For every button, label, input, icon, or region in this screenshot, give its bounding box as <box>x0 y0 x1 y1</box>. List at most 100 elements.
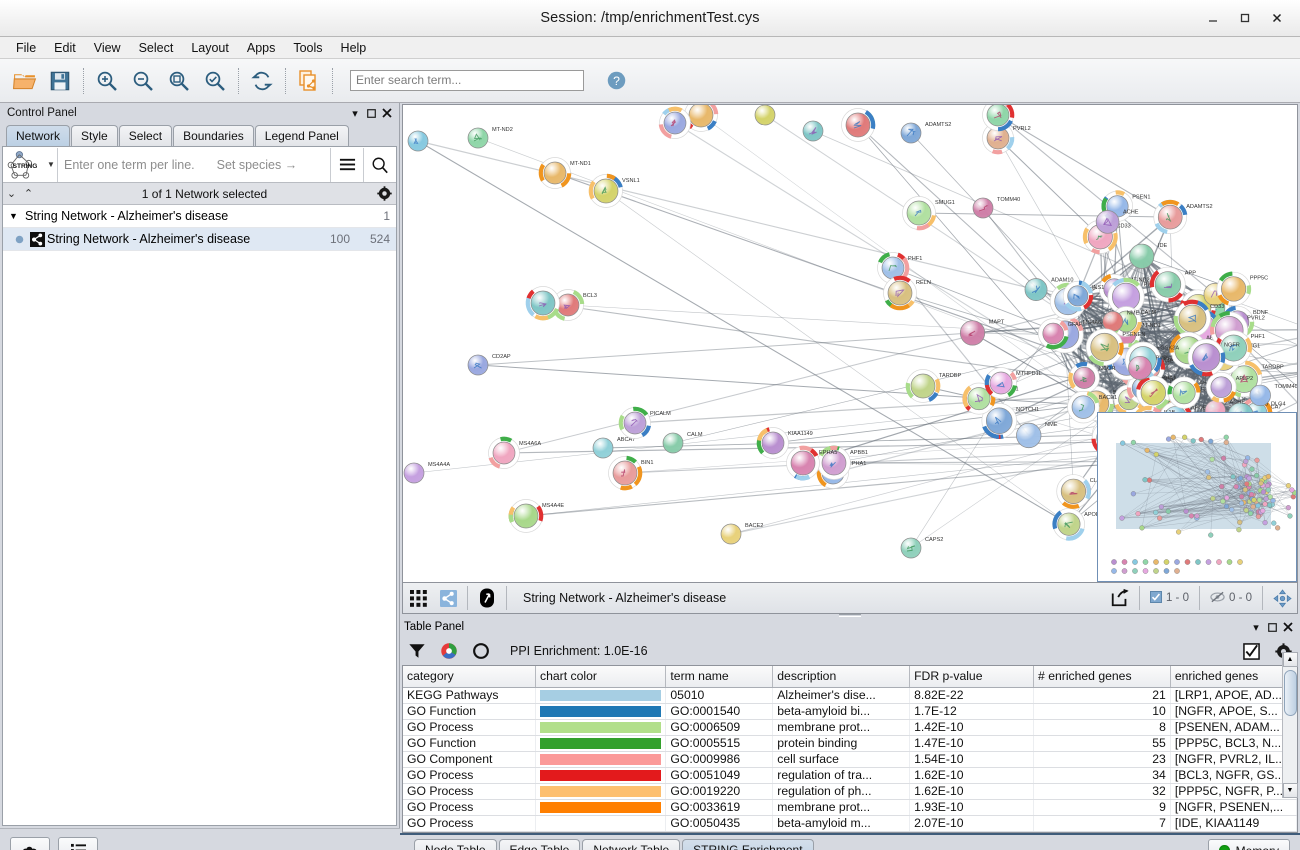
network-node[interactable]: BCL3 <box>552 289 598 321</box>
node-circle[interactable] <box>403 462 425 484</box>
table-row[interactable]: GO Process GO:0033619 membrane prot... 1.93… <box>403 799 1297 816</box>
tab-boundaries[interactable]: Boundaries <box>173 125 254 146</box>
search-input[interactable]: Enter search term... <box>350 70 584 91</box>
menu-file[interactable]: File <box>16 40 37 55</box>
network-node[interactable]: PICALM <box>618 406 672 439</box>
node-circle[interactable] <box>688 105 714 128</box>
maximize-button[interactable] <box>1230 5 1260 31</box>
table-row[interactable]: GO Process GO:0051049 regulation of tra...… <box>403 767 1297 784</box>
zoom-fit-selected-icon[interactable] <box>161 64 197 98</box>
node-circle[interactable] <box>1157 204 1183 230</box>
network-node[interactable]: ACHE <box>1095 209 1139 234</box>
network-tree-child-row[interactable]: String Network - Alzheimer's disease 100… <box>3 228 396 251</box>
menu-view[interactable]: View <box>93 40 121 55</box>
tab-network[interactable]: Network <box>6 125 71 146</box>
enrichment-table-area[interactable]: category chart color term name descripti… <box>402 665 1298 833</box>
network-node[interactable] <box>658 106 691 139</box>
birds-eye-view[interactable] <box>1097 412 1297 582</box>
node-circle[interactable] <box>887 280 913 306</box>
scroll-thumb[interactable] <box>1283 670 1297 716</box>
menu-layout[interactable]: Layout <box>191 40 229 55</box>
col-description[interactable]: description <box>772 666 911 688</box>
network-node[interactable]: NCOR <box>1068 361 1115 394</box>
network-node[interactable]: APBB1 <box>817 445 869 480</box>
node-circle[interactable] <box>754 105 776 126</box>
string-term-input[interactable]: Enter one term per line. Set species → <box>57 147 330 182</box>
pie-chart-icon[interactable] <box>438 639 460 663</box>
tab-select[interactable]: Select <box>118 125 173 146</box>
node-circle[interactable] <box>543 161 567 185</box>
node-circle[interactable] <box>761 431 785 455</box>
network-node[interactable]: APLP2 <box>1206 371 1253 403</box>
fit-content-icon[interactable] <box>1267 583 1297 613</box>
chevron-down-icon[interactable]: ▼ <box>47 160 55 169</box>
node-circle[interactable] <box>720 523 742 545</box>
zoom-fit-network-icon[interactable] <box>197 64 233 98</box>
table-row[interactable]: GO Function GO:0005515 protein binding 1.47… <box>403 735 1297 752</box>
network-tree-root-row[interactable]: ▼ String Network - Alzheimer's disease 1 <box>3 205 396 228</box>
node-circle[interactable] <box>900 537 922 559</box>
node-circle[interactable] <box>1249 384 1271 407</box>
network-view-icon[interactable] <box>433 583 463 613</box>
node-circle[interactable] <box>662 432 684 454</box>
task-list-icon[interactable] <box>58 836 98 850</box>
chevron-down-icon[interactable]: ▾ <box>352 107 358 120</box>
grid-view-icon[interactable] <box>403 583 433 613</box>
chevron-down-icon[interactable]: ▾ <box>1253 621 1259 634</box>
tab-string-enrichment[interactable]: STRING Enrichment <box>682 838 814 850</box>
network-node[interactable]: IDE <box>1129 243 1168 269</box>
col-enriched-genes[interactable]: enriched genes <box>1170 666 1297 688</box>
scroll-up-arrow-icon[interactable]: ▲ <box>1282 652 1298 667</box>
col-chart-color[interactable]: chart color <box>535 666 667 688</box>
set-species-link[interactable]: Set species → <box>216 157 298 172</box>
filter-funnel-icon[interactable] <box>406 639 428 663</box>
network-node[interactable] <box>982 105 1015 132</box>
network-node[interactable]: MTHFD1L <box>984 367 1042 399</box>
node-circle[interactable] <box>467 127 489 149</box>
node-circle[interactable] <box>1060 478 1087 504</box>
node-circle[interactable] <box>556 293 580 317</box>
tab-style[interactable]: Style <box>71 125 118 146</box>
network-node[interactable] <box>683 105 719 132</box>
node-circle[interactable] <box>790 450 816 476</box>
node-circle[interactable] <box>1042 322 1064 345</box>
col-fdr-pvalue[interactable]: FDR p-value <box>909 666 1035 688</box>
search-icon[interactable] <box>363 147 396 182</box>
cloud-status-icon[interactable] <box>10 836 50 850</box>
network-node[interactable]: TOMM40 <box>972 197 1020 219</box>
node-circle[interactable] <box>986 105 1010 127</box>
donut-chart-icon[interactable] <box>470 639 492 663</box>
network-node[interactable]: CAPS2 <box>900 537 943 559</box>
node-circle[interactable] <box>900 122 922 144</box>
table-row[interactable]: GO Process GO:0006509 membrane prot... 1.42… <box>403 719 1297 736</box>
zoom-out-icon[interactable] <box>125 64 161 98</box>
close-icon[interactable] <box>379 105 395 121</box>
network-node[interactable]: CD2AP <box>467 354 511 376</box>
help-icon[interactable]: ? <box>598 64 634 98</box>
network-node[interactable]: PVRL1 <box>1128 355 1173 380</box>
refresh-icon[interactable] <box>244 64 280 98</box>
network-node[interactable] <box>525 286 560 321</box>
memory-button[interactable]: Memory <box>1207 838 1290 850</box>
network-node[interactable]: MT-ND2 <box>467 127 513 149</box>
network-node[interactable]: MS4A6A <box>488 436 542 469</box>
table-row[interactable]: GO Component GO:0009986 cell surface 1.54E-… <box>403 751 1297 768</box>
node-circle[interactable] <box>592 437 614 459</box>
node-circle[interactable] <box>1057 512 1081 536</box>
node-circle[interactable] <box>1154 271 1182 298</box>
float-window-icon[interactable] <box>363 105 379 121</box>
selected-edges-indicator[interactable]: 0 - 0 <box>1204 591 1258 606</box>
node-circle[interactable] <box>972 197 994 219</box>
menu-select[interactable]: Select <box>138 40 174 55</box>
network-node[interactable]: MS4A4E <box>508 499 565 533</box>
network-node[interactable]: APP <box>1149 266 1197 303</box>
table-vertical-scrollbar[interactable]: ▲ ▼ <box>1282 652 1298 798</box>
network-node[interactable]: APOE <box>1052 508 1100 541</box>
table-row[interactable]: GO Function GO:0001540 beta-amyloid bi... 1… <box>403 703 1297 720</box>
network-node[interactable] <box>841 108 876 142</box>
node-circle[interactable] <box>1016 422 1042 449</box>
col-term-name[interactable]: term name <box>665 666 774 688</box>
network-node[interactable]: VSNL1 <box>588 173 640 208</box>
select-all-checkbox-icon[interactable] <box>1240 639 1262 663</box>
menu-tools[interactable]: Tools <box>293 40 323 55</box>
